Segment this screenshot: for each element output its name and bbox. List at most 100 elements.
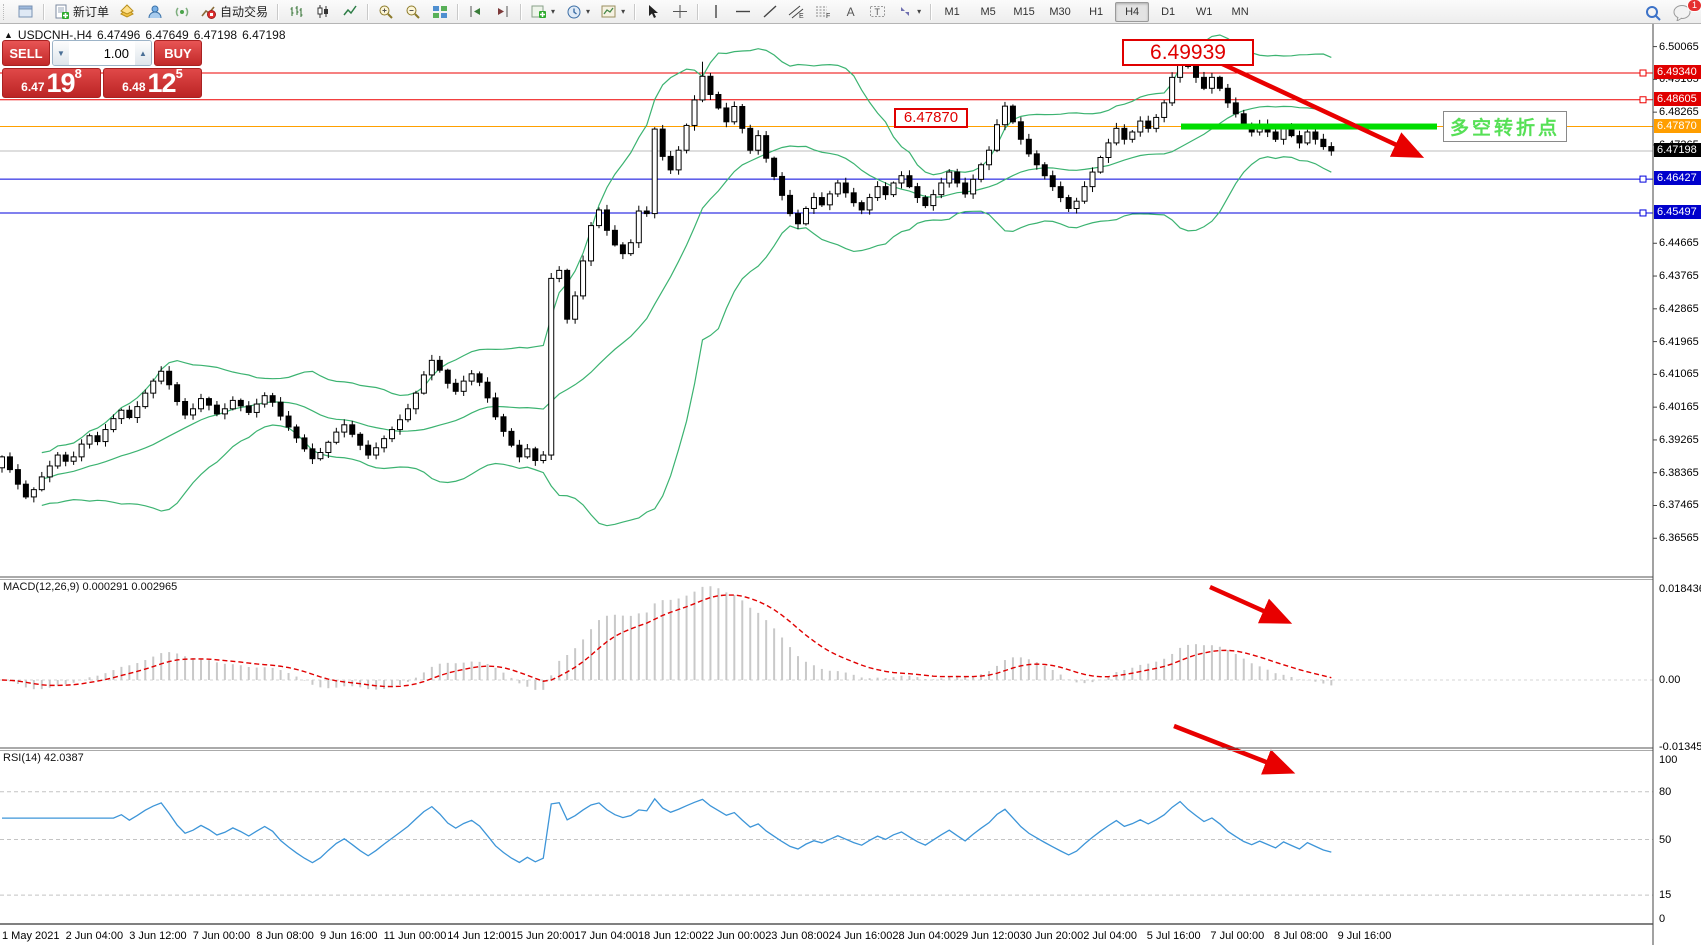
- timeframe-m5[interactable]: M5: [980, 5, 996, 18]
- horizontal-lines-layer: [0, 69, 1653, 217]
- search-icon[interactable]: [1644, 4, 1661, 21]
- price-tick: 6.37465: [1659, 499, 1699, 512]
- price-badge: 6.45497: [1654, 204, 1701, 219]
- high-callout[interactable]: 6.49939: [1122, 39, 1254, 66]
- toolbar-grip: [3, 3, 9, 20]
- macd-scale-bottom: -0.013458: [1659, 741, 1701, 753]
- fibonacci-button[interactable]: F: [810, 1, 837, 23]
- bar-chart-button[interactable]: [282, 1, 309, 23]
- drawings-layer: [1173, 45, 1437, 775]
- channel-icon: E: [788, 4, 805, 20]
- svg-text:T: T: [875, 7, 881, 17]
- rsi-scale-100: 100: [1659, 754, 1678, 766]
- channel-tag: E: [799, 13, 804, 19]
- timeframe-h1[interactable]: H1: [1089, 5, 1104, 18]
- chart-symbol: USDCNH-,H4: [17, 28, 92, 42]
- pivot-callout[interactable]: 多空转折点: [1443, 111, 1568, 142]
- text-label-button[interactable]: T: [864, 1, 891, 23]
- signals-button[interactable]: [168, 1, 195, 23]
- horizontal-line-button[interactable]: [729, 1, 756, 23]
- cursor-button[interactable]: [639, 1, 666, 23]
- one-click-trading-panel: SELL ▼ 1.00 ▲ BUY 6.47 19 8 6.48 12 5: [2, 40, 202, 98]
- shapes-button[interactable]: ▾: [891, 1, 926, 23]
- market-watch-button[interactable]: [141, 1, 168, 23]
- collapse-icon[interactable]: ▲: [4, 30, 13, 40]
- charts-stack-button[interactable]: [114, 1, 141, 23]
- signals-icon: [173, 4, 190, 20]
- time-label: 8 Jun 08:00: [256, 930, 314, 942]
- templates-icon: [600, 4, 617, 20]
- text-icon: A: [846, 4, 855, 19]
- volume-value[interactable]: 1.00: [103, 45, 129, 61]
- level-callout[interactable]: 6.47870: [894, 108, 968, 128]
- chart-window-button[interactable]: [12, 1, 39, 23]
- price-tick: 6.50065: [1659, 40, 1699, 53]
- volume-decrease-button[interactable]: ▼: [53, 41, 69, 65]
- time-label: 30 Jun 20:00: [1019, 930, 1084, 942]
- crosshair-icon: [671, 4, 688, 20]
- autotrading-label: 自动交易: [220, 5, 269, 19]
- price-tick: 6.42865: [1659, 302, 1699, 315]
- periods-button[interactable]: ▾: [560, 1, 595, 23]
- price-tick: 6.41965: [1659, 335, 1699, 348]
- line-chart-icon: [341, 4, 358, 20]
- auto-scroll-button[interactable]: [489, 1, 516, 23]
- chart-plot[interactable]: [0, 24, 1701, 945]
- price-badge: 6.49340: [1654, 65, 1701, 79]
- chart-shift-icon: [467, 4, 484, 20]
- buy-price[interactable]: 6.48 12 5: [103, 66, 202, 98]
- crosshair-button[interactable]: [666, 1, 693, 23]
- zoom-in-button[interactable]: [372, 1, 399, 23]
- price-tick: 6.44665: [1659, 237, 1699, 250]
- autotrading-button[interactable]: 自动交易: [195, 1, 273, 23]
- horizontal-line-icon: [734, 4, 751, 20]
- rsi-line: [2, 797, 1332, 864]
- pivot-band: [1181, 123, 1437, 130]
- templates-button[interactable]: ▾: [595, 1, 630, 23]
- bollinger-lower: [41, 156, 1332, 527]
- indicators-icon: [530, 4, 547, 20]
- timeframe-m30[interactable]: M30: [1049, 5, 1071, 18]
- buy-price-sup: 5: [175, 66, 183, 81]
- time-label: 23 Jun 08:00: [765, 930, 829, 942]
- text-button[interactable]: A: [837, 1, 864, 23]
- buy-button[interactable]: BUY: [154, 40, 202, 66]
- tile-windows-button[interactable]: [426, 1, 453, 23]
- bollinger-upper: [41, 34, 1332, 454]
- new-order-label: 新订单: [73, 5, 110, 19]
- timeframe-d1[interactable]: D1: [1161, 5, 1176, 18]
- channel-button[interactable]: E: [783, 1, 810, 23]
- candles-layer: [0, 50, 1335, 503]
- chart-window[interactable]: ▲ USDCNH-,H4 6.47496 6.47649 6.47198 6.4…: [0, 24, 1701, 945]
- trend-arrow-macd: [1209, 584, 1293, 624]
- chat-icon[interactable]: 1: [1671, 0, 1701, 22]
- bollinger-bands-layer: [41, 34, 1332, 527]
- time-label: 9 Jul 16:00: [1337, 930, 1392, 942]
- rsi-layer: [0, 791, 1653, 896]
- timeframe-h4[interactable]: H4: [1115, 1, 1150, 22]
- chart-shift-button[interactable]: [462, 1, 489, 23]
- timeframe-w1[interactable]: W1: [1195, 5, 1213, 18]
- new-order-button[interactable]: 新订单: [48, 1, 114, 23]
- buy-price-big: 12: [147, 68, 177, 98]
- line-chart-button[interactable]: [336, 1, 363, 23]
- sell-price[interactable]: 6.47 19 8: [2, 66, 101, 98]
- timeframe-m15[interactable]: M15: [1013, 5, 1035, 18]
- main-toolbar: 新订单 自动交易 ▾ ▾ ▾: [0, 0, 1701, 24]
- rsi-scale-0: 0: [1659, 913, 1666, 925]
- chart-window-icon: [17, 4, 34, 20]
- indicators-button[interactable]: ▾: [525, 1, 560, 23]
- timeframe-mn[interactable]: MN: [1231, 5, 1249, 18]
- sell-price-sup: 8: [74, 66, 82, 81]
- trendline-button[interactable]: [756, 1, 783, 23]
- time-label: 1 May 2021: [2, 930, 60, 942]
- new-order-icon: [53, 4, 70, 20]
- sell-button[interactable]: SELL: [2, 40, 50, 66]
- candlestick-chart-button[interactable]: [309, 1, 336, 23]
- timeframe-m1[interactable]: M1: [944, 5, 960, 18]
- vertical-line-button[interactable]: [702, 1, 729, 23]
- rsi-scale-50: 50: [1659, 833, 1672, 846]
- zoom-out-button[interactable]: [399, 1, 426, 23]
- volume-increase-button[interactable]: ▲: [135, 41, 151, 65]
